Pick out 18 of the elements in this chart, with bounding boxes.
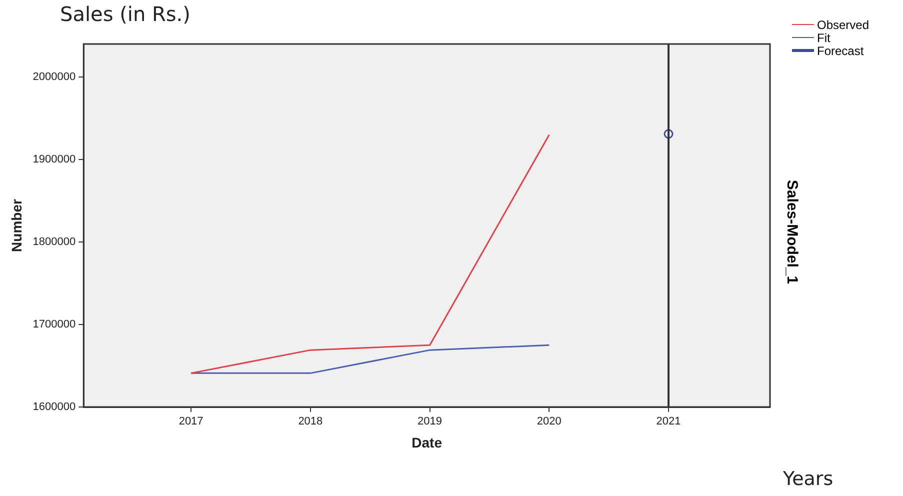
x-axis-title: Date (412, 434, 442, 450)
legend-label: Observed (817, 18, 870, 32)
y-tick-label: 2000000 (32, 71, 76, 84)
legend-label: Forecast (817, 44, 864, 58)
x-tick-label: 2018 (298, 416, 323, 428)
x-tick-label: 2019 (418, 416, 442, 428)
y-tick-label: 1700000 (32, 318, 76, 331)
x-tick-label: 2017 (178, 416, 204, 428)
text: Years (783, 468, 834, 490)
chart-title: Sales (in Rs.) (60, 2, 190, 26)
x-tick-label: 2020 (536, 416, 562, 428)
x-tick-label: 2021 (656, 416, 681, 428)
y-tick-label: 1600000 (32, 401, 76, 414)
y-axis-title: Number (8, 198, 24, 252)
y-tick-label: 1800000 (32, 236, 76, 248)
y2-axis-title: Sales-Model_1 (784, 180, 800, 284)
legend-label: Fit (817, 30, 830, 44)
y-tick-label: 1900000 (32, 154, 76, 166)
